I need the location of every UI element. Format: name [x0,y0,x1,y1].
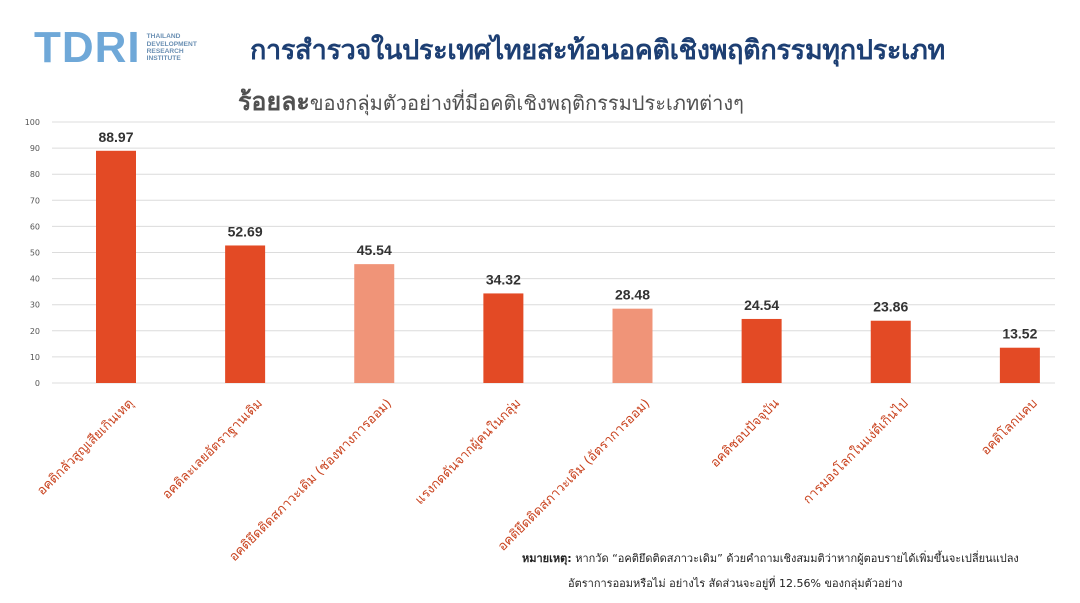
data-label: 34.32 [486,271,521,287]
x-tick-label: การมองโลกในแง่ดีเกินไป [800,396,912,508]
footnote: หมายเหตุ: หากวัด “อคติยึดติดสภาวะเดิม” ด… [522,546,1062,596]
logo-institute-name: THAILAND DEVELOPMENT RESEARCH INSTITUTE [147,33,211,63]
chart-subtitle: ร้อยละของกลุ่มตัวอย่างที่มีอคติเชิงพฤติก… [238,82,744,122]
footnote-line-1: หากวัด “อคติยึดติดสภาวะเดิม” ด้วยคำถามเช… [575,552,1019,565]
y-tick-label: 40 [30,275,40,284]
y-tick-label: 90 [30,144,40,153]
y-tick-label: 60 [30,222,40,231]
x-tick-label: แรงกดดันจากผู้คนในกลุ่ม [412,396,524,508]
data-label: 23.86 [873,299,908,315]
data-label: 88.97 [98,129,133,145]
footnote-line-2: อัตราการออมหรือไม่ อย่างไร สัดส่วนจะอยู่… [568,577,903,590]
y-tick-label: 20 [30,327,40,336]
bar [483,293,524,383]
x-tick-label: อคติกลัวสูญเสียเกินเหตุ [34,396,137,499]
x-tick-label: อคติโลกแคบ [978,396,1041,459]
logo-mark: TDRI [34,23,141,72]
x-tick-label: อคติละเลยอัตราฐานเดิม [160,396,266,502]
y-tick-label: 10 [30,353,40,362]
subtitle-emphasis: ร้อยละ [238,87,310,116]
data-label: 45.54 [357,242,392,258]
bar [354,264,395,383]
logo-line: THAILAND [146,33,181,41]
data-label: 52.69 [228,223,263,239]
data-label: 13.52 [1002,326,1037,342]
bar [96,150,136,383]
data-label: 28.48 [615,287,650,303]
x-tick-label: อคติยึดติดสภาวะเดิม (ช่องทางการออม) [227,396,395,564]
logo-line: RESEARCH [146,48,184,55]
data-label: 24.54 [744,297,779,313]
bar [612,308,653,383]
footnote-label: หมายเหตุ: [522,552,572,565]
bar [741,318,782,383]
y-tick-label: 30 [30,301,40,310]
y-tick-label: 0 [35,379,40,388]
page-title: การสำรวจในประเทศไทยสะท้อนอคติเชิงพฤติกรร… [250,35,946,66]
tdri-logo: TDRI THAILAND DEVELOPMENT RESEARCH INSTI… [34,26,211,70]
y-tick-label: 100 [25,118,40,127]
logo-line: DEVELOPMENT [146,40,197,48]
bar [999,347,1040,383]
logo-line: INSTITUTE [146,55,181,63]
subtitle-rest: ของกลุ่มตัวอย่างที่มีอคติเชิงพฤติกรรมประ… [309,91,744,115]
y-tick-label: 50 [30,249,40,258]
bar [225,245,266,383]
y-tick-label: 70 [30,196,40,205]
y-tick-label: 80 [30,170,40,179]
bar [870,320,911,383]
x-tick-label: อคติชอบปัจจุบัน [708,396,783,471]
x-tick-label: อคติยึดติดสภาวะเดิม (อัตราการออม) [495,396,653,554]
